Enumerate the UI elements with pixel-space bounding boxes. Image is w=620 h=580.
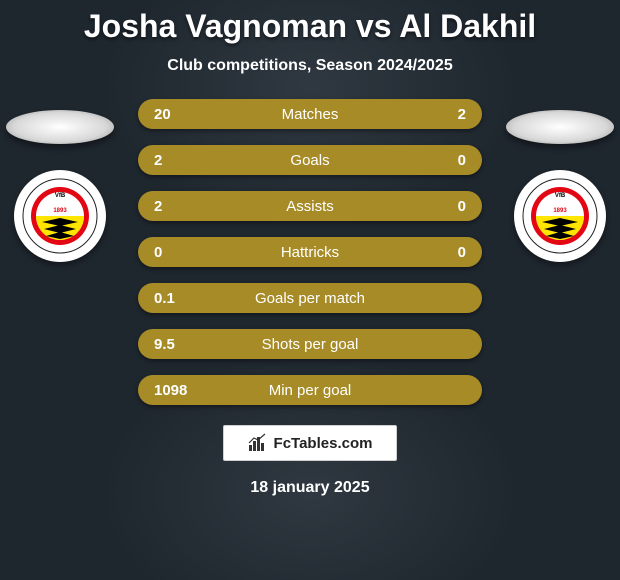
right-player-column: VfB 1893 — [506, 110, 614, 262]
stat-bars: 20Matches22Goals02Assists00Hattricks00.1… — [138, 99, 482, 405]
stat-left-value: 1098 — [154, 382, 194, 399]
stat-label: Goals per match — [194, 290, 426, 307]
brand-badge: FcTables.com — [223, 425, 397, 461]
stat-right-value: 0 — [426, 244, 466, 261]
left-club-badge: VfB 1893 — [14, 170, 106, 262]
vfb-stuttgart-crest-icon: VfB 1893 — [522, 178, 598, 254]
svg-text:VfB: VfB — [55, 193, 66, 199]
stat-left-value: 20 — [154, 106, 194, 123]
svg-text:1893: 1893 — [53, 208, 67, 214]
stat-left-value: 0.1 — [154, 290, 194, 307]
stat-label: Matches — [194, 106, 426, 123]
report-date: 18 january 2025 — [0, 479, 620, 497]
bar-chart-icon — [248, 433, 268, 453]
svg-text:1893: 1893 — [553, 208, 567, 214]
right-player-avatar — [506, 110, 614, 144]
subtitle: Club competitions, Season 2024/2025 — [0, 57, 620, 75]
stat-left-value: 2 — [154, 198, 194, 215]
brand-text: FcTables.com — [274, 435, 373, 452]
stat-right-value: 0 — [426, 198, 466, 215]
stat-right-value: 0 — [426, 152, 466, 169]
stat-left-value: 9.5 — [154, 336, 194, 353]
stat-bar: 20Matches2 — [138, 99, 482, 129]
stat-bar: 0.1Goals per match — [138, 283, 482, 313]
stat-bar: 9.5Shots per goal — [138, 329, 482, 359]
stat-label: Hattricks — [194, 244, 426, 261]
stat-left-value: 0 — [154, 244, 194, 261]
stat-label: Goals — [194, 152, 426, 169]
right-club-badge: VfB 1893 — [514, 170, 606, 262]
stat-left-value: 2 — [154, 152, 194, 169]
stat-label: Shots per goal — [194, 336, 426, 353]
stat-label: Min per goal — [194, 382, 426, 399]
comparison-title: Josha Vagnoman vs Al Dakhil — [0, 0, 620, 45]
vfb-stuttgart-crest-icon: VfB 1893 — [22, 178, 98, 254]
stat-bar: 2Goals0 — [138, 145, 482, 175]
stat-bar: 0Hattricks0 — [138, 237, 482, 267]
stat-right-value: 2 — [426, 106, 466, 123]
stat-label: Assists — [194, 198, 426, 215]
left-player-avatar — [6, 110, 114, 144]
stat-bar: 2Assists0 — [138, 191, 482, 221]
stat-bar: 1098Min per goal — [138, 375, 482, 405]
left-player-column: VfB 1893 — [6, 110, 114, 262]
svg-text:VfB: VfB — [555, 193, 566, 199]
